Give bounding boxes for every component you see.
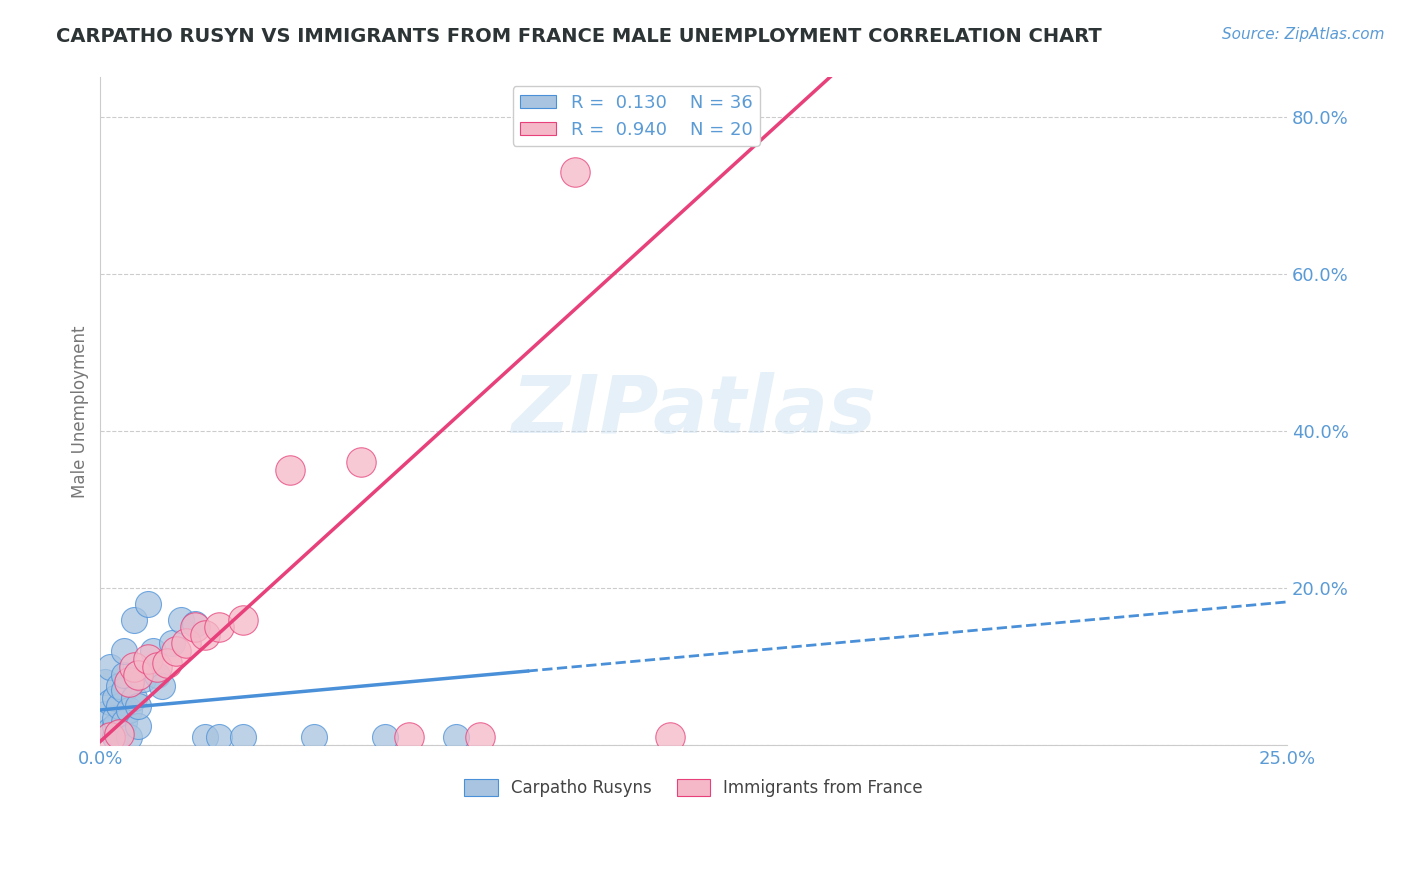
Point — [350, 455, 373, 469]
Point — [98, 731, 121, 745]
Point — [112, 667, 135, 681]
Point — [108, 698, 131, 713]
Point — [112, 683, 135, 698]
Point — [104, 691, 127, 706]
Point — [184, 620, 207, 634]
Point — [122, 613, 145, 627]
Point — [127, 667, 149, 681]
Point — [132, 672, 155, 686]
Point — [150, 679, 173, 693]
Point — [127, 698, 149, 713]
Point — [108, 726, 131, 740]
Point — [136, 652, 159, 666]
Point — [302, 731, 325, 745]
Point — [104, 719, 127, 733]
Point — [156, 656, 179, 670]
Point — [118, 675, 141, 690]
Point — [98, 695, 121, 709]
Point — [104, 711, 127, 725]
Point — [184, 616, 207, 631]
Point — [112, 644, 135, 658]
Point — [122, 659, 145, 673]
Point — [160, 636, 183, 650]
Point — [98, 659, 121, 673]
Legend: Carpatho Rusyns, Immigrants from France: Carpatho Rusyns, Immigrants from France — [458, 772, 929, 804]
Point — [564, 165, 586, 179]
Point — [146, 659, 169, 673]
Point — [208, 731, 231, 745]
Point — [446, 731, 468, 745]
Point — [174, 636, 197, 650]
Point — [136, 597, 159, 611]
Point — [194, 628, 217, 642]
Point — [170, 613, 193, 627]
Point — [122, 691, 145, 706]
Point — [468, 731, 491, 745]
Point — [278, 463, 301, 477]
Point — [374, 731, 396, 745]
Point — [108, 726, 131, 740]
Point — [94, 675, 117, 690]
Point — [108, 679, 131, 693]
Text: Source: ZipAtlas.com: Source: ZipAtlas.com — [1222, 27, 1385, 42]
Point — [98, 723, 121, 737]
Point — [232, 731, 254, 745]
Point — [208, 620, 231, 634]
Point — [104, 731, 127, 745]
Text: ZIPatlas: ZIPatlas — [512, 372, 876, 450]
Text: CARPATHO RUSYN VS IMMIGRANTS FROM FRANCE MALE UNEMPLOYMENT CORRELATION CHART: CARPATHO RUSYN VS IMMIGRANTS FROM FRANCE… — [56, 27, 1102, 45]
Point — [232, 613, 254, 627]
Point — [146, 667, 169, 681]
Point — [659, 731, 682, 745]
Point — [127, 719, 149, 733]
Point — [165, 644, 187, 658]
Point — [398, 731, 420, 745]
Point — [118, 703, 141, 717]
Point — [194, 731, 217, 745]
Point — [142, 644, 165, 658]
Point — [94, 706, 117, 721]
Point — [118, 731, 141, 745]
Y-axis label: Male Unemployment: Male Unemployment — [72, 325, 89, 498]
Point — [112, 714, 135, 729]
